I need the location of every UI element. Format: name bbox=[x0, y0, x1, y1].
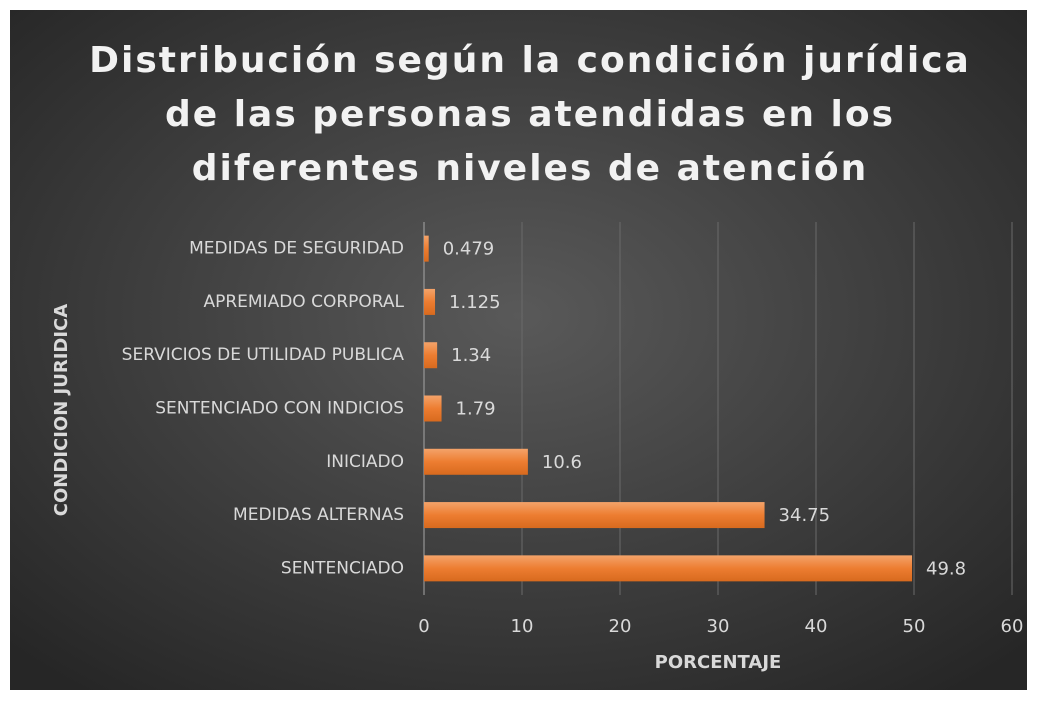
x-tick-label: 20 bbox=[609, 616, 632, 637]
data-label: 0.479 bbox=[443, 239, 495, 260]
data-label: 34.75 bbox=[779, 505, 831, 526]
bar bbox=[424, 235, 429, 262]
x-tick-label: 10 bbox=[511, 616, 534, 637]
chart-title: Distribución según la condición jurídica bbox=[89, 40, 971, 81]
chart-title: de las personas atendidas en los bbox=[165, 94, 895, 135]
data-label: 1.34 bbox=[451, 345, 491, 366]
y-tick-label: INICIADO bbox=[326, 452, 404, 472]
y-tick-label: SENTENCIADO CON INDICIOS bbox=[155, 399, 404, 419]
x-tick-label: 30 bbox=[707, 616, 730, 637]
bar bbox=[424, 395, 442, 422]
y-tick-label: MEDIDAS ALTERNAS bbox=[233, 505, 404, 525]
y-tick-label: SERVICIOS DE UTILIDAD PUBLICA bbox=[122, 345, 405, 365]
data-label: 49.8 bbox=[926, 558, 966, 579]
data-label: 1.79 bbox=[456, 399, 496, 420]
bar bbox=[424, 555, 913, 582]
y-axis-title: CONDICION JURIDICA bbox=[51, 304, 72, 516]
x-tick-label: 50 bbox=[903, 616, 926, 637]
data-label: 1.125 bbox=[449, 292, 501, 313]
y-tick-label: APREMIADO CORPORAL bbox=[203, 292, 404, 312]
y-tick-label: SENTENCIADO bbox=[281, 558, 404, 578]
bar bbox=[424, 342, 438, 369]
x-tick-label: 60 bbox=[1001, 616, 1024, 637]
bar bbox=[424, 502, 765, 529]
x-tick-label: 40 bbox=[805, 616, 828, 637]
bar bbox=[424, 448, 528, 475]
data-label: 10.6 bbox=[542, 452, 582, 473]
y-tick-label: MEDIDAS DE SEGURIDAD bbox=[189, 239, 404, 259]
chart-title: diferentes niveles de atención bbox=[192, 148, 868, 189]
x-axis-title: PORCENTAJE bbox=[655, 652, 782, 673]
x-tick-label: 0 bbox=[418, 616, 429, 637]
bar bbox=[424, 288, 436, 315]
